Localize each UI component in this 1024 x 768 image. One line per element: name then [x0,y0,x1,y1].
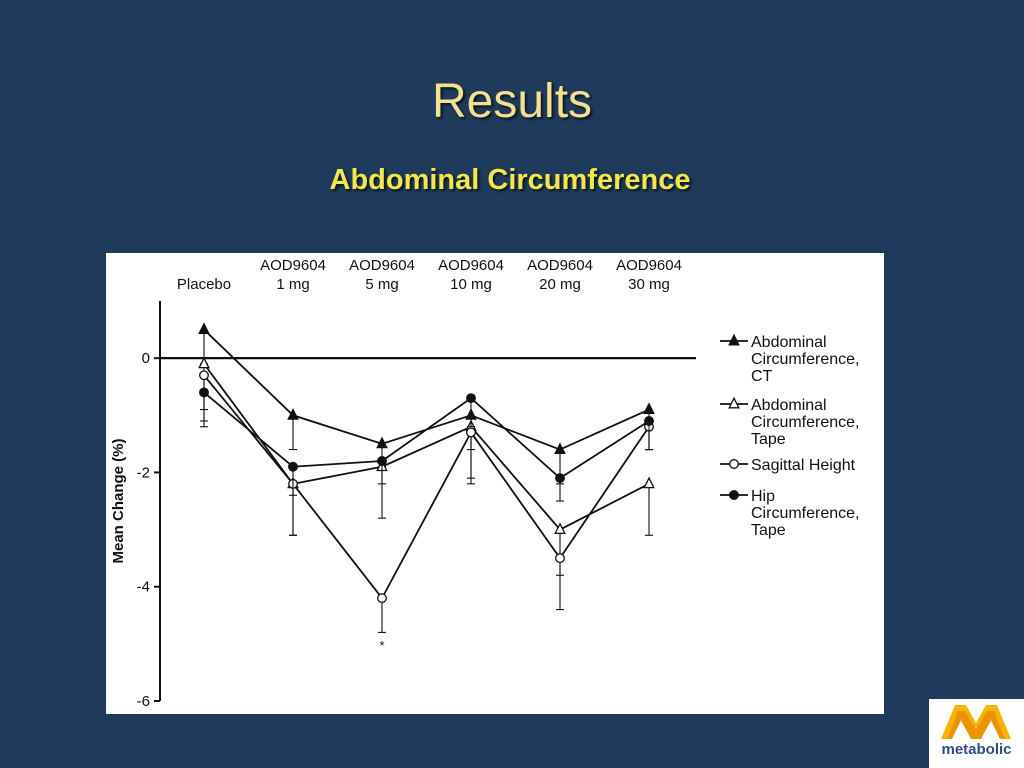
y-tick-label: 0 [142,350,150,367]
category-label: 5 mg [365,276,398,293]
series-2-line [203,363,650,531]
category-label: AOD9604 [616,257,682,274]
category-label: AOD9604 [260,257,326,274]
series-3-marker [199,370,209,381]
logo-mark-icon [941,705,1011,739]
series-4-marker [644,416,654,426]
series-4-marker [555,473,565,484]
series-3-marker [555,553,565,564]
series-2-marker [554,522,566,535]
legend-series-1-marker [728,333,740,346]
series-4-line [203,391,650,480]
y-tick-label: -4 [137,579,150,596]
series-1-marker [287,408,299,420]
category-label: 20 mg [539,276,581,293]
legend-series-4-label: Circumference, [751,505,859,522]
series-1-marker [198,322,210,335]
category-label: AOD9604 [349,257,415,274]
line-chart: 0 -2 -4 -6 Mean Change (%) Placebo AOD9604 1 mg… [110,257,859,710]
legend-series-4-label: Hip [751,488,775,505]
metabolic-logo: metabolic [929,699,1024,768]
series-4-marker [199,387,209,398]
legend-series-1-label: Abdominal [751,334,827,351]
legend-series-1-label: Circumference, [751,351,859,368]
y-tick-label: -6 [137,693,150,710]
significance-asterisk: * [379,638,384,653]
series-2-marker [643,476,655,489]
series-4-marker [466,393,476,404]
chart-panel: 0 -2 -4 -6 Mean Change (%) Placebo AOD9604 1 mg… [106,253,884,714]
category-label: 1 mg [276,276,309,293]
legend-series-2-label: Circumference, [751,414,859,431]
slide-title: Results [431,75,593,128]
series-3-line [203,374,650,600]
y-tick-label: -2 [137,464,150,481]
series-4-marker [288,461,298,472]
legend-series-3-label: Sagittal Height [751,457,856,474]
series-1-marker [554,442,566,455]
series-2-marker [198,356,210,369]
category-label: AOD9604 [438,257,504,274]
legend-series-4-label: Tape [751,522,786,539]
legend-series-1-label: CT [751,368,773,385]
series-3-marker [466,427,476,438]
category-label: Placebo [177,276,231,293]
legend-series-3-marker [729,459,739,469]
logo-text: metabolic [941,741,1012,758]
legend-series-4-marker [729,490,739,500]
series-3-marker [377,593,387,604]
legend-series-2-label: Abdominal [751,397,827,414]
legend-series-2-label: Tape [751,431,786,448]
series-1-line [203,328,650,451]
category-label: 10 mg [450,276,492,293]
series-1-marker [643,402,655,415]
legend-series-2-marker [728,396,740,409]
category-label: AOD9604 [527,257,593,274]
category-label: 30 mg [628,276,670,293]
y-axis-label: Mean Change (%) [110,438,127,563]
series-4-marker [377,456,387,466]
series-1-marker [376,436,388,449]
slide-subtitle: Abdominal Circumference [329,164,691,196]
